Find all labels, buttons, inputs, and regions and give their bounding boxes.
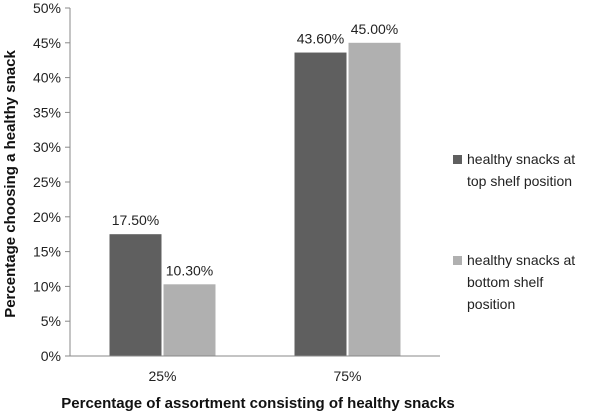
y-tick-label: 50%	[33, 0, 61, 16]
legend-label: healthy snacks at bottom shelf position	[467, 252, 575, 312]
y-tick-label: 40%	[33, 70, 61, 86]
y-tick-label: 10%	[33, 278, 61, 294]
bar-top-shelf-25	[109, 234, 162, 356]
y-tick-label: 35%	[33, 104, 61, 120]
data-label: 10.30%	[166, 262, 213, 278]
bar-bottom-shelf-25	[163, 284, 216, 356]
y-tick-label: 30%	[33, 139, 61, 155]
y-axis-ticks: 0% 5% 10% 15% 20% 25% 30% 35% 40% 45% 50%	[33, 0, 70, 364]
y-tick-label: 15%	[33, 244, 61, 260]
legend-swatch	[453, 155, 462, 164]
data-label: 43.60%	[297, 31, 344, 47]
legend: healthy snacks at top shelf position healt…	[453, 151, 575, 312]
x-tick-label: 25%	[148, 368, 176, 384]
data-label: 17.50%	[112, 212, 159, 228]
x-axis-ticks: 25% 75%	[148, 368, 361, 384]
y-tick-label: 0%	[41, 348, 61, 364]
y-tick-label: 25%	[33, 174, 61, 190]
y-tick-label: 20%	[33, 209, 61, 225]
bars: 17.50% 10.30% 43.60% 45.00%	[109, 21, 401, 357]
legend-swatch	[453, 256, 462, 265]
bar-top-shelf-75	[294, 52, 347, 356]
legend-label: healthy snacks at top shelf position	[467, 151, 575, 189]
y-tick-label: 45%	[33, 35, 61, 51]
y-tick-label: 5%	[41, 313, 61, 329]
x-tick-label: 75%	[333, 368, 361, 384]
data-label: 45.00%	[351, 21, 398, 37]
bar-bottom-shelf-75	[348, 42, 401, 357]
x-axis-title: Percentage of assortment consisting of h…	[61, 395, 454, 412]
y-axis-title: Percentage choosing a healthy snack	[2, 50, 19, 318]
